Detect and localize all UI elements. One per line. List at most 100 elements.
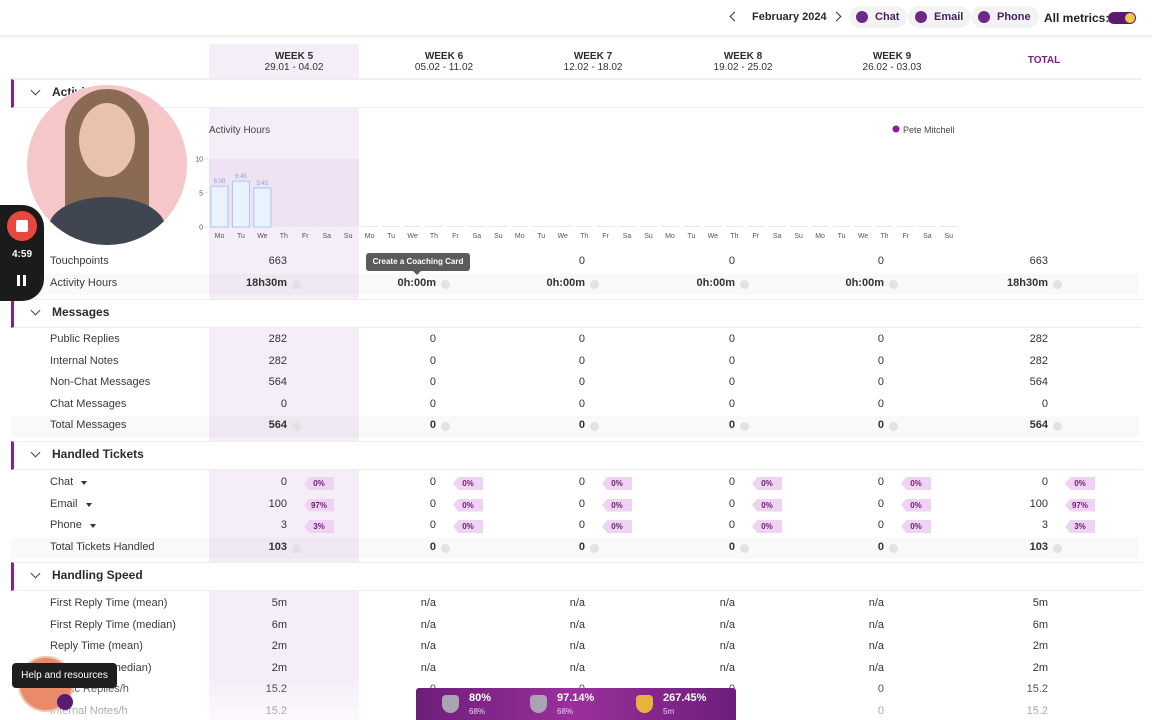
row-label: Chat bbox=[50, 476, 74, 488]
stop-button[interactable] bbox=[7, 211, 37, 241]
cell-value: n/a bbox=[868, 640, 884, 652]
recorder-controls: 4:59 bbox=[0, 205, 44, 301]
cell-value: 0 bbox=[578, 476, 585, 488]
bar bbox=[210, 185, 229, 228]
help-tooltip[interactable]: Help and resources bbox=[12, 663, 117, 688]
week-name: WEEK 9 bbox=[872, 51, 912, 62]
share-badge: 0% bbox=[901, 498, 931, 512]
score-sub: 5m bbox=[663, 707, 675, 716]
cell-value: 0 bbox=[578, 333, 585, 345]
face bbox=[79, 103, 135, 177]
bar bbox=[618, 226, 636, 227]
cell-value: 0h:00m bbox=[696, 277, 735, 289]
cell-value: 0 bbox=[877, 540, 884, 553]
cell-value: 0 bbox=[429, 476, 436, 488]
cell-value: 0 bbox=[429, 354, 436, 367]
bar bbox=[532, 226, 550, 227]
bar bbox=[575, 226, 593, 227]
week-dates: 12.02 - 18.02 bbox=[563, 62, 623, 73]
cell-value: n/a bbox=[569, 661, 585, 674]
cell-value: 0 bbox=[578, 354, 585, 367]
week-name: WEEK 6 bbox=[424, 51, 464, 62]
row-label: Total Messages bbox=[50, 419, 127, 431]
channel-filter[interactable]: Phone bbox=[971, 6, 1039, 28]
row-label: Total Tickets Handled bbox=[50, 540, 155, 553]
bar bbox=[833, 226, 851, 227]
cell-value: 0 bbox=[877, 497, 884, 510]
bar bbox=[382, 226, 400, 227]
score-value: 80% bbox=[469, 692, 492, 704]
section-header bbox=[11, 441, 1142, 470]
legend-label: Pete Mitchell bbox=[903, 125, 955, 135]
cell-value: n/a bbox=[719, 661, 735, 674]
cell-value: n/a bbox=[569, 618, 585, 631]
cell-value: n/a bbox=[420, 618, 436, 631]
cell-value: 282 bbox=[268, 354, 287, 367]
bar bbox=[875, 226, 893, 227]
cell-value: 0 bbox=[877, 354, 884, 367]
cell-value: 0 bbox=[429, 333, 436, 345]
share-badge: 0% bbox=[602, 498, 632, 512]
row-label: Chat Messages bbox=[50, 397, 127, 410]
info-icon bbox=[740, 422, 749, 431]
bar bbox=[468, 226, 486, 227]
share-badge: 0% bbox=[752, 520, 782, 533]
bar bbox=[253, 187, 272, 228]
coaching-tooltip[interactable]: Create a Coaching Card bbox=[366, 253, 470, 271]
cell-value: 0 bbox=[728, 519, 735, 531]
stop-square bbox=[16, 220, 28, 232]
cell-value: 663 bbox=[268, 255, 287, 267]
row-label: Public Replies bbox=[50, 333, 120, 345]
dropdown-arrow bbox=[81, 481, 87, 485]
week-name: WEEK 8 bbox=[723, 51, 763, 62]
cell-value: 0 bbox=[578, 255, 585, 267]
cell-value: 0 bbox=[728, 255, 735, 267]
cell-value: 18h30m bbox=[246, 277, 287, 289]
channel-filter[interactable]: Email bbox=[908, 6, 972, 28]
all-metrics-label: All metrics: bbox=[1044, 11, 1110, 25]
day-label: We bbox=[257, 233, 267, 240]
bar bbox=[275, 226, 293, 227]
day-label: Fr bbox=[752, 233, 759, 240]
bar bbox=[231, 180, 250, 228]
cell-value: 282 bbox=[268, 333, 287, 345]
cell-value: 282 bbox=[1029, 333, 1048, 345]
bar bbox=[339, 226, 357, 227]
day-label: Sa bbox=[923, 233, 932, 240]
bar bbox=[554, 226, 572, 227]
cell-value: 564 bbox=[1029, 419, 1048, 431]
score-sub: 68% bbox=[469, 707, 486, 716]
share-badge: 0% bbox=[453, 477, 483, 490]
section-header bbox=[11, 562, 1142, 591]
all-metrics-toggle[interactable] bbox=[1108, 12, 1136, 24]
day-label: Mo bbox=[815, 233, 825, 240]
info-icon bbox=[441, 280, 450, 289]
info-icon bbox=[889, 543, 898, 553]
cell-value: 663 bbox=[1029, 255, 1048, 267]
row-label: Email bbox=[50, 497, 78, 510]
day-label: Sa bbox=[322, 233, 331, 240]
row-label: First Reply Time (mean) bbox=[50, 597, 168, 609]
day-label: We bbox=[708, 233, 718, 240]
cell-value: 0 bbox=[877, 255, 884, 267]
score-icon bbox=[442, 695, 459, 713]
cell-value: 0 bbox=[429, 376, 436, 388]
row-label: Phone bbox=[50, 519, 82, 531]
day-label: Fr bbox=[903, 233, 910, 240]
day-label: Tu bbox=[387, 233, 395, 240]
cell-value: 103 bbox=[268, 540, 287, 553]
bar bbox=[682, 226, 700, 227]
help-button[interactable] bbox=[57, 694, 73, 710]
day-label: Th bbox=[880, 233, 888, 240]
toggle-knob bbox=[1125, 13, 1135, 23]
cell-value: 282 bbox=[1029, 354, 1048, 367]
day-label: Sa bbox=[773, 233, 782, 240]
cell-value: 0 bbox=[280, 476, 287, 488]
y-tick-label: 0 bbox=[199, 225, 203, 232]
info-icon bbox=[889, 422, 898, 431]
channel-filter[interactable]: Chat bbox=[849, 6, 908, 28]
bar bbox=[768, 226, 786, 227]
cell-value: 2m bbox=[1032, 661, 1048, 674]
cell-value: 3 bbox=[1041, 519, 1048, 531]
pause-button[interactable] bbox=[17, 275, 20, 286]
